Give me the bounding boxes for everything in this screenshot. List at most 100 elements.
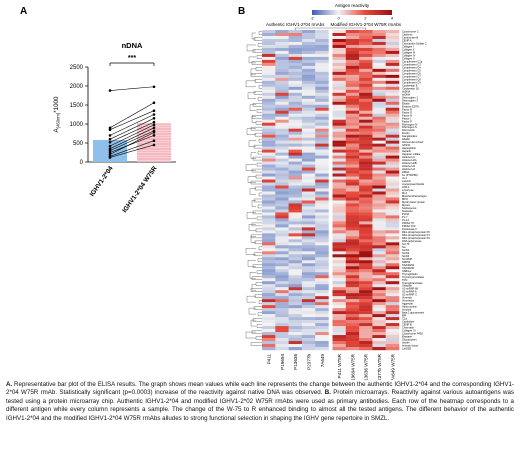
heatmap-cell [315,92,329,96]
heatmap-cell [332,314,346,318]
row-label: SRP54 [402,260,411,264]
heatmap-cell [275,317,289,321]
row-label: Amyloid [402,308,412,312]
heatmap-cell [345,149,360,153]
heatmap-cell [301,128,316,132]
heatmap-cell [332,161,346,165]
heatmap-cell [262,230,276,234]
row-label: Complement C7 [402,74,421,78]
heatmap-cell [385,86,400,91]
heatmap-cell [345,245,360,249]
heatmap-cell [385,107,400,111]
heatmap-cell [315,38,329,43]
heatmap-cell [332,50,346,55]
heatmap-cell [332,116,346,120]
heatmap-cell [288,125,303,129]
heatmap-cell [372,155,386,159]
heatmap-cell [385,251,400,255]
heatmap-cell [359,53,373,58]
heatmap-cell [301,338,316,342]
heatmap-cell [288,47,303,52]
heatmap-cell [359,170,373,174]
heatmap-cell [301,116,316,120]
heatmap-cell [275,44,289,49]
row-label: Heparan sulfate [402,152,421,156]
heatmap-cell [332,233,346,237]
heatmap-cell [275,344,289,348]
heatmap-cell [332,38,346,43]
heatmap-cell [315,311,329,315]
heatmap-cell [301,254,316,258]
heatmap-cell [275,251,289,255]
heatmap-cell [345,179,360,183]
heatmap-cell [385,182,400,186]
heatmap-cell [288,290,303,294]
heatmap-cell [332,275,346,279]
heatmap-cell [262,182,276,186]
heatmap-cell [332,170,346,174]
heatmap-cell [315,272,329,276]
heatmap-cell [315,236,329,240]
heatmap-cell [288,104,303,108]
heatmap-cell [315,224,329,228]
heatmap-cell [332,302,346,306]
heatmap-cell [288,44,303,49]
heatmap-cell [275,347,289,351]
heatmap-cell [359,134,373,138]
heatmap-cell [288,122,303,126]
heatmap-cell [288,218,303,222]
data-point [108,147,112,150]
heatmap-cell [372,275,386,279]
heatmap-cell [385,35,400,40]
heatmap-cell [315,50,329,55]
heatmap-cell [345,242,360,246]
heatmap-cell [385,227,400,231]
heatmap-cell [345,146,360,150]
heatmap-cell [275,206,289,210]
heatmap-cell [345,269,360,273]
heatmap-cell [332,182,346,186]
heatmap-cell [288,341,303,345]
heatmap-cell [275,185,289,189]
heatmap-cell [301,203,316,207]
heatmap-cell [275,98,289,102]
heatmap-cell [301,164,316,168]
heatmap-cell [262,161,276,165]
row-label: Factor D [402,110,412,114]
heatmap-cell [262,41,276,46]
heatmap-cell [301,305,316,309]
heatmap-cell [301,236,316,240]
heatmap-cell [372,281,386,285]
heatmap-cell [301,299,316,303]
dendrogram-branch [255,282,262,286]
heatmap-cell [301,92,316,96]
heatmap-cell [275,68,289,73]
heatmap-cell [315,242,329,246]
heatmap-cell [275,161,289,165]
row-label: ssDNA [402,92,410,96]
heatmap-cell [372,134,386,138]
dendrogram-branch [254,186,262,191]
heatmap-cell [262,131,276,135]
heatmap-cell [385,317,400,321]
row-label: Alpha actinin [402,305,417,309]
heatmap-cell [315,95,329,99]
heatmap-cell [301,302,316,306]
heatmap-cell [301,197,316,201]
heatmap-cell [385,272,400,276]
heatmap-cell [288,275,303,279]
heatmap-cell [275,116,289,120]
heatmap-cell [372,215,386,219]
heatmap-cell [301,284,316,288]
heatmap-cell [359,128,373,132]
heatmap-cell [275,95,289,99]
heatmap-cell [275,248,289,252]
heatmap-cell [385,263,400,267]
dendrogram-branch [258,85,262,89]
heatmap-cell [301,134,316,138]
heatmap-cell [359,317,373,321]
row-label: Thyroglobulin [402,272,418,276]
row-label: Beta 2 glycoprotein [402,311,425,315]
heatmap-cell [315,155,329,159]
row-label: Elastin [402,101,410,105]
